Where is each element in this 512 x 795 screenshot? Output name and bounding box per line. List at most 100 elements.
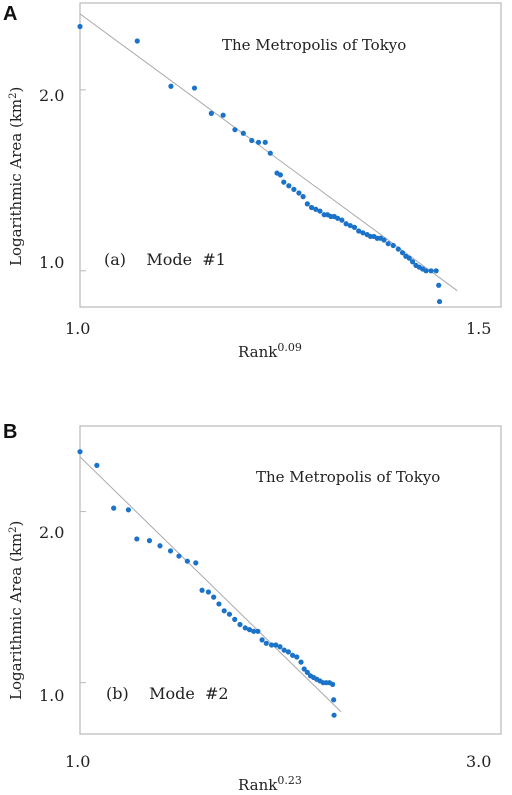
chart-title-b: The Metropolis of Tokyo	[256, 468, 440, 486]
data-point-a-13	[277, 172, 283, 178]
data-point-b-27	[277, 644, 283, 650]
fit-line-b	[79, 456, 342, 713]
data-point-a-41	[390, 242, 396, 249]
data-point-b-28	[281, 647, 287, 653]
data-point-a-15	[286, 183, 292, 189]
data-point-a-0	[77, 23, 83, 30]
data-point-b-18	[237, 621, 243, 628]
data-point-a-2	[168, 83, 174, 89]
panel-letter-b: B	[3, 421, 17, 443]
data-point-a-3	[191, 85, 198, 91]
data-point-b-44	[331, 712, 337, 718]
data-point-a-21	[313, 206, 319, 212]
data-point-a-32	[356, 228, 362, 234]
data-point-a-29	[343, 221, 349, 227]
ytick-label-b-1: 1.0	[39, 686, 64, 705]
data-point-b-9	[184, 558, 190, 564]
panel-b: B The Metropolis of Tokyo (b) Mode #2 2.…	[3, 421, 502, 794]
data-point-a-51	[428, 268, 434, 274]
y-axis-label-b: Logarithmic Area (km2)	[7, 521, 25, 700]
data-point-b-26	[273, 642, 279, 648]
data-point-b-8	[176, 553, 182, 559]
ytick-label-a-2: 2.0	[39, 86, 64, 105]
x-axis-label-b: Rank0.23	[238, 774, 302, 794]
data-point-b-32	[298, 659, 304, 665]
x-axis-label-a: Rank0.09	[238, 341, 302, 361]
data-point-b-22	[255, 628, 261, 634]
data-point-b-3	[125, 507, 132, 513]
data-point-b-42	[330, 681, 336, 687]
data-point-b-43	[331, 697, 337, 703]
chart-title-a: The Metropolis of Tokyo	[222, 36, 406, 54]
data-point-a-5	[220, 112, 226, 118]
data-point-b-31	[294, 654, 300, 660]
data-point-b-7	[167, 548, 174, 554]
data-point-b-33	[301, 666, 307, 672]
data-point-a-17	[296, 190, 302, 196]
ytick-label-a-1: 1.0	[39, 253, 64, 272]
panel-letter-a: A	[3, 3, 17, 25]
data-point-a-30	[347, 222, 353, 229]
data-point-b-20	[246, 627, 253, 633]
data-point-a-8	[249, 137, 255, 144]
data-point-a-22	[317, 208, 323, 214]
data-point-a-46	[409, 259, 416, 265]
data-point-b-4	[134, 536, 140, 542]
data-point-b-30	[290, 652, 296, 658]
data-point-a-19	[304, 201, 310, 207]
data-point-b-6	[157, 543, 163, 549]
data-point-b-13	[211, 594, 217, 600]
data-points-b	[77, 449, 337, 718]
data-point-a-39	[381, 237, 387, 243]
data-point-a-50	[423, 268, 429, 274]
data-point-b-29	[285, 649, 291, 655]
plot-frame-a	[79, 2, 502, 308]
data-point-b-2	[111, 505, 117, 511]
tick-marks-a	[79, 89, 502, 307]
data-point-b-24	[263, 640, 269, 646]
annotation-b: (b) Mode #2	[106, 684, 229, 703]
data-point-a-42	[395, 246, 401, 252]
panel-a: A The Metropolis of Tokyo (a) Mode #1 2.…	[3, 2, 502, 361]
data-point-a-1	[134, 38, 140, 44]
data-point-a-45	[406, 255, 412, 261]
data-point-a-52	[433, 268, 439, 274]
data-point-b-25	[268, 642, 275, 648]
data-point-b-34	[304, 669, 310, 676]
data-point-a-11	[267, 150, 273, 156]
data-point-b-12	[205, 589, 212, 595]
data-point-a-53	[436, 282, 442, 288]
data-point-a-14	[281, 179, 287, 185]
data-point-b-23	[259, 637, 265, 643]
plot-frame-b	[79, 425, 502, 735]
data-point-a-7	[240, 130, 246, 136]
xtick-label-a-2: 1.5	[466, 319, 491, 338]
y-axis-label-a: Logarithmic Area (km2)	[7, 87, 25, 266]
data-point-a-40	[385, 241, 391, 247]
xtick-label-b-2: 3.0	[466, 752, 491, 771]
xtick-label-a-1: 1.0	[65, 319, 90, 338]
data-point-a-33	[360, 230, 366, 236]
annotation-a: (a) Mode #1	[104, 250, 226, 269]
data-point-a-18	[300, 194, 306, 200]
data-point-a-4	[208, 110, 214, 116]
data-point-b-11	[199, 587, 205, 593]
data-point-a-6	[232, 127, 238, 133]
data-point-b-0	[77, 449, 83, 455]
data-point-b-16	[226, 611, 233, 617]
data-point-a-9	[255, 139, 262, 145]
data-point-a-10	[262, 139, 268, 145]
ytick-label-b-2: 2.0	[39, 523, 64, 542]
data-point-b-15	[221, 608, 227, 614]
data-point-b-21	[251, 628, 257, 634]
tick-marks-b	[79, 511, 502, 734]
data-point-a-20	[308, 204, 315, 211]
data-point-b-19	[242, 625, 248, 631]
data-point-a-28	[339, 217, 345, 223]
data-point-b-10	[193, 560, 199, 566]
data-point-a-43	[399, 250, 406, 256]
data-point-b-1	[94, 462, 100, 468]
data-point-b-5	[146, 538, 153, 544]
xtick-label-b-1: 1.0	[65, 752, 90, 771]
